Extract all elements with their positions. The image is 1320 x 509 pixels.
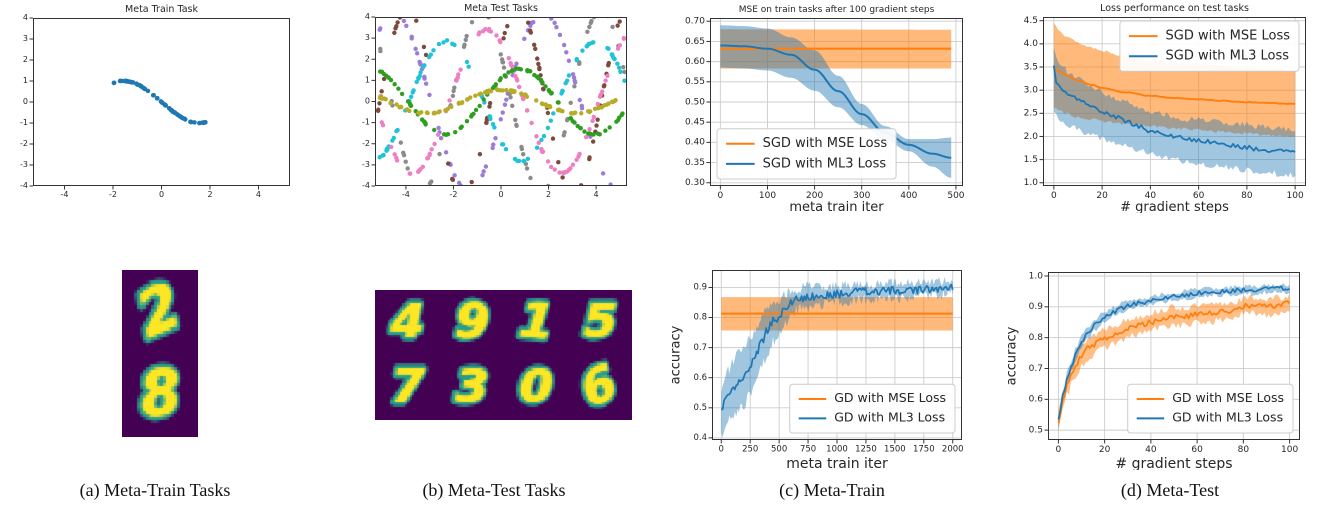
figure-caption-c: (c) Meta-Train: [779, 480, 885, 500]
figure-caption-b: (b) Meta-Test Tasks: [422, 480, 566, 500]
mnist-train-image: [122, 270, 198, 437]
plot-accuracy-meta-train: [660, 240, 990, 470]
plot-meta-test-tasks: [330, 0, 660, 213]
plot-meta-train-task: [0, 0, 330, 213]
plot-mse-train-tasks: [660, 0, 990, 213]
plot-accuracy-meta-test: [990, 240, 1320, 470]
figure-caption-a: (a) Meta-Train Tasks: [79, 480, 231, 500]
mnist-test-image: [375, 290, 632, 420]
plot-loss-test-tasks: [990, 0, 1320, 213]
figure-caption-d: (d) Meta-Test: [1120, 480, 1220, 500]
